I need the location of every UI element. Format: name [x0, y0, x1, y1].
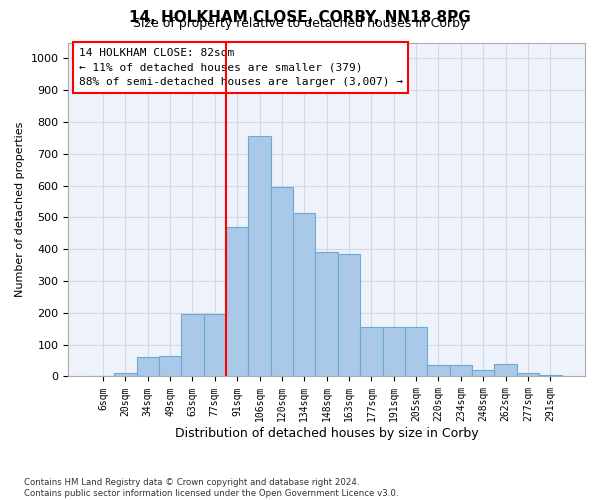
Bar — [203, 314, 226, 376]
Y-axis label: Number of detached properties: Number of detached properties — [15, 122, 25, 297]
Bar — [226, 227, 248, 376]
Bar — [271, 187, 293, 376]
Bar — [137, 357, 159, 376]
Bar — [181, 314, 203, 376]
Bar — [360, 327, 383, 376]
Text: 14 HOLKHAM CLOSE: 82sqm
← 11% of detached houses are smaller (379)
88% of semi-d: 14 HOLKHAM CLOSE: 82sqm ← 11% of detache… — [79, 48, 403, 87]
Text: 14, HOLKHAM CLOSE, CORBY, NN18 8PG: 14, HOLKHAM CLOSE, CORBY, NN18 8PG — [129, 10, 471, 25]
Bar — [159, 356, 181, 376]
Bar — [494, 364, 517, 376]
Bar — [539, 375, 562, 376]
Bar — [293, 212, 316, 376]
Bar — [383, 327, 405, 376]
Bar — [517, 374, 539, 376]
Bar — [316, 252, 338, 376]
Bar — [114, 374, 137, 376]
Bar — [405, 327, 427, 376]
X-axis label: Distribution of detached houses by size in Corby: Distribution of detached houses by size … — [175, 427, 478, 440]
Bar — [449, 366, 472, 376]
Bar — [427, 366, 449, 376]
Bar — [338, 254, 360, 376]
Text: Contains HM Land Registry data © Crown copyright and database right 2024.
Contai: Contains HM Land Registry data © Crown c… — [24, 478, 398, 498]
Text: Size of property relative to detached houses in Corby: Size of property relative to detached ho… — [133, 18, 467, 30]
Bar — [472, 370, 494, 376]
Bar — [248, 136, 271, 376]
